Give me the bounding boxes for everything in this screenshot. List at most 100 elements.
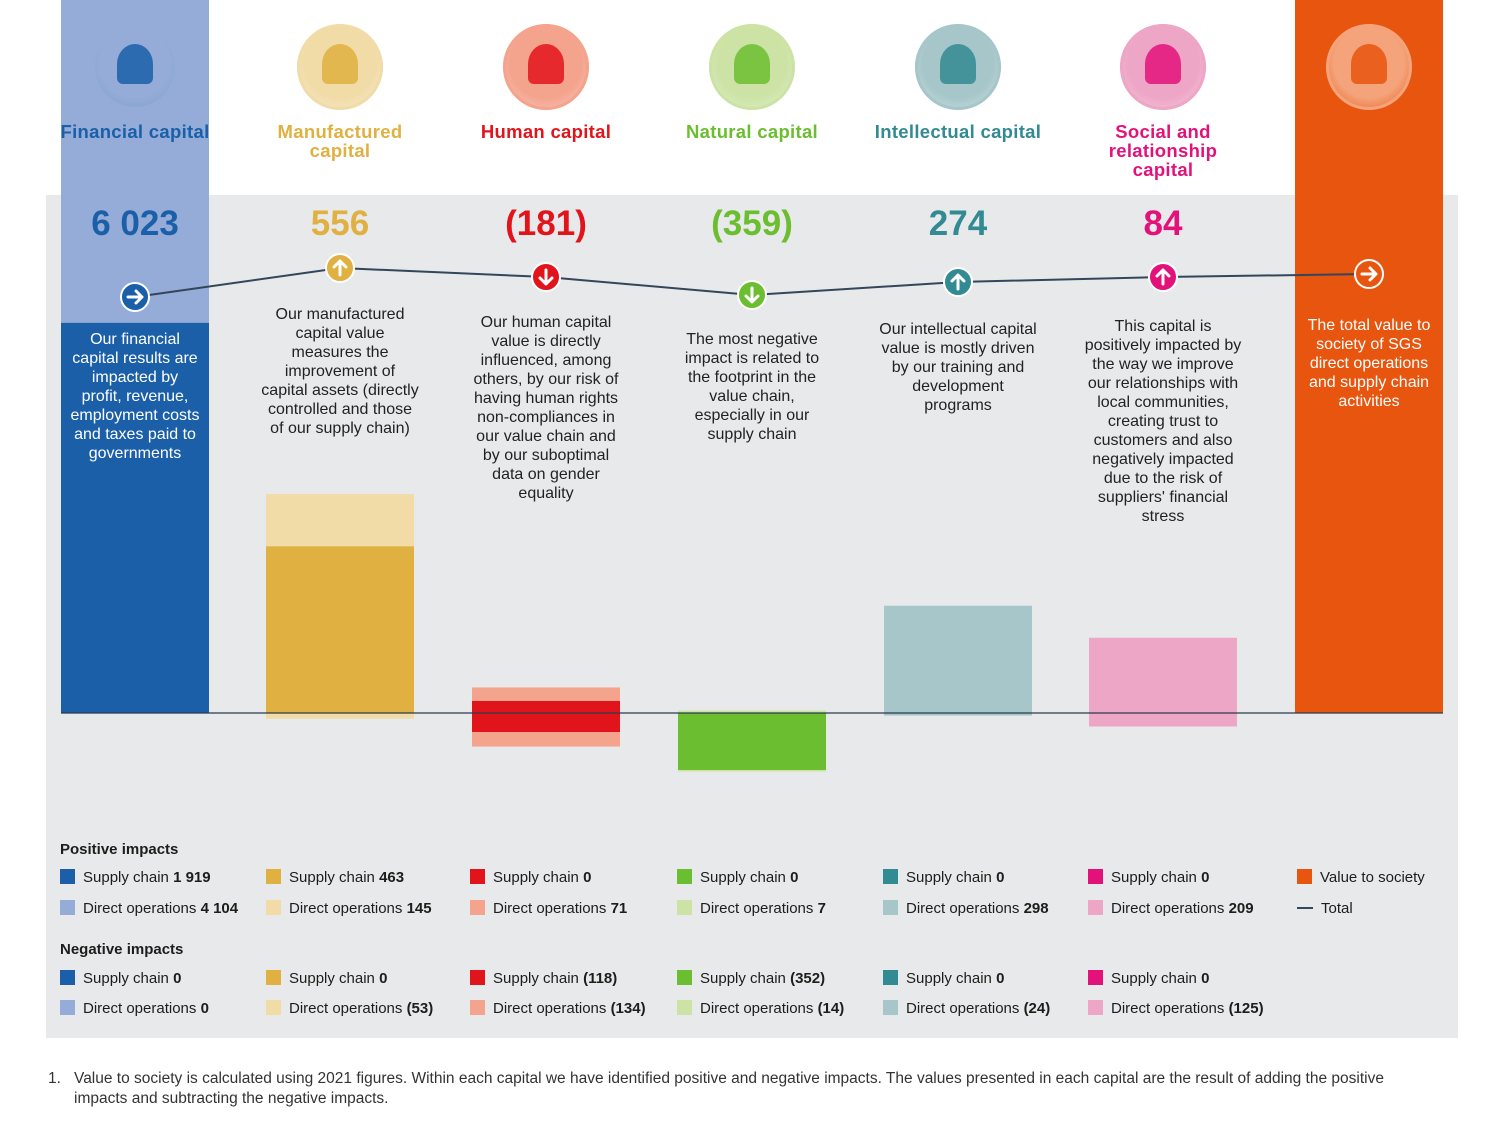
arrow-glyph-icon xyxy=(950,273,966,291)
lightbulb-icon xyxy=(915,24,1001,110)
footnote-number: 1. xyxy=(48,1070,61,1087)
legend-swatch xyxy=(60,970,75,985)
capital-total-human: (181) xyxy=(505,204,587,243)
arrow-glyph-icon xyxy=(538,268,554,286)
bar-social-positive-direct-operations xyxy=(1089,637,1237,713)
legend-social-legend_pos-direct-operations: Direct operations 209 xyxy=(1088,900,1254,918)
capital-total-natural: (359) xyxy=(711,204,793,243)
lightbulb-glyph-icon xyxy=(940,44,976,84)
legend-swatch xyxy=(1088,970,1103,985)
legend-swatch xyxy=(677,970,692,985)
legend-swatch xyxy=(470,970,485,985)
arrow-glyph-icon xyxy=(126,289,144,305)
capital-description-human: Our human capital value is directly infl… xyxy=(473,314,619,502)
legend-financial-legend_pos-supply-chain: Supply chain 1 919 xyxy=(60,869,211,887)
wind-turbine-glyph-icon xyxy=(734,44,770,84)
legend-swatch xyxy=(677,869,692,884)
legend-natural-legend_neg-supply-chain: Supply chain (352) xyxy=(677,970,825,988)
legend-swatch xyxy=(1088,1000,1103,1015)
bar-natural-negative-supply-chain xyxy=(678,713,826,771)
legend-negative-title: Negative impacts xyxy=(60,941,184,958)
bar-social-negative-direct-operations xyxy=(1089,713,1237,727)
legend-swatch xyxy=(266,1000,281,1015)
legend-intellectual-legend_neg-supply-chain: Supply chain 0 xyxy=(883,970,1004,988)
handshake-person-icon xyxy=(1120,24,1206,110)
legend-swatch xyxy=(60,869,75,884)
bar-manufactured-negative-direct-operations xyxy=(266,713,414,719)
capital-description-financial: Our financial capital results are impact… xyxy=(70,331,200,462)
person-glyph-icon xyxy=(528,44,564,84)
legend-swatch xyxy=(60,900,75,915)
capital-name-intellectual: Intellectual capital xyxy=(874,121,1042,142)
icon-collage-ring-icon xyxy=(1326,24,1412,110)
legend-swatch xyxy=(677,1000,692,1015)
bar-financial-supply-chain xyxy=(61,322,209,713)
dollar-pin-glyph-icon xyxy=(117,44,153,84)
legend-swatch xyxy=(266,970,281,985)
legend-intellectual-legend_neg-direct-operations: Direct operations (24) xyxy=(883,1000,1050,1018)
wind-turbine-icon xyxy=(709,24,795,110)
capital-name-society: Value to society xyxy=(1296,121,1442,142)
person-icon xyxy=(503,24,589,110)
capital-total-manufactured: 556 xyxy=(310,204,370,243)
capital-name-manufactured: Manufactured capital xyxy=(277,121,403,161)
icon-collage-ring-glyph-icon xyxy=(1351,44,1387,84)
legend-social-legend_neg-supply-chain: Supply chain 0 xyxy=(1088,970,1209,988)
legend-line-swatch xyxy=(1297,907,1313,909)
arrow-glyph-icon xyxy=(744,286,760,304)
bar-human-negative-direct-operations xyxy=(472,732,620,747)
bar-manufactured-positive-direct-operations xyxy=(266,494,414,547)
legend-swatch xyxy=(266,869,281,884)
arrow-glyph-icon xyxy=(332,259,348,277)
capital-name-natural: Natural capital xyxy=(686,121,818,142)
legend-social-legend_pos-supply-chain: Supply chain 0 xyxy=(1088,869,1209,887)
dollar-pin-icon xyxy=(92,24,178,110)
capital-total-social: 84 xyxy=(1143,204,1183,243)
bar-manufactured-positive-supply-chain xyxy=(266,546,414,713)
capital-total-financial: 6 023 xyxy=(91,204,179,243)
legend-positive-title: Positive impacts xyxy=(60,841,179,858)
legend-swatch xyxy=(883,1000,898,1015)
legend-manufactured-legend_neg-supply-chain: Supply chain 0 xyxy=(266,970,387,988)
bar-natural-positive-direct-operations xyxy=(678,710,826,713)
footnote-text: Value to society is calculated using 202… xyxy=(74,1070,1384,1107)
robot-arm-icon xyxy=(297,24,383,110)
legend-swatch xyxy=(883,970,898,985)
legend-value-to-society: Value to society xyxy=(1297,869,1425,887)
legend-human-legend_pos-supply-chain: Supply chain 0 xyxy=(470,869,591,887)
legend-manufactured-legend_pos-supply-chain: Supply chain 463 xyxy=(266,869,404,887)
legend-swatch xyxy=(266,900,281,915)
legend-natural-legend_neg-direct-operations: Direct operations (14) xyxy=(677,1000,844,1018)
capital-description-society: The total value to society of SGS direct… xyxy=(1307,317,1431,410)
legend-human-legend_neg-direct-operations: Direct operations (134) xyxy=(470,1000,646,1018)
legend-manufactured-legend_neg-direct-operations: Direct operations (53) xyxy=(266,1000,433,1018)
footnote: 1. Value to society is calculated using … xyxy=(48,1069,1428,1109)
legend-swatch xyxy=(883,869,898,884)
capital-description-social: This capital is positively impacted by t… xyxy=(1084,318,1242,525)
handshake-person-glyph-icon xyxy=(1145,44,1181,84)
legend-natural-legend_pos-supply-chain: Supply chain 0 xyxy=(677,869,798,887)
legend-swatch xyxy=(883,900,898,915)
legend-swatch xyxy=(1088,869,1103,884)
capital-name-human: Human capital xyxy=(480,121,612,142)
legend-swatch xyxy=(60,1000,75,1015)
robot-arm-glyph-icon xyxy=(322,44,358,84)
legend-total: Total xyxy=(1297,900,1353,918)
capital-name-financial: Financial capital xyxy=(60,121,210,142)
legend-swatch xyxy=(470,1000,485,1015)
legend-social-legend_neg-direct-operations: Direct operations (125) xyxy=(1088,1000,1264,1018)
legend-financial-legend_neg-direct-operations: Direct operations 0 xyxy=(60,1000,209,1018)
legend-natural-legend_pos-direct-operations: Direct operations 7 xyxy=(677,900,826,918)
legend-human-legend_neg-supply-chain: Supply chain (118) xyxy=(470,970,617,988)
legend-financial-legend_neg-supply-chain: Supply chain 0 xyxy=(60,970,181,988)
legend-manufactured-legend_pos-direct-operations: Direct operations 145 xyxy=(266,900,432,918)
legend-human-legend_pos-direct-operations: Direct operations 71 xyxy=(470,900,627,918)
legend-intellectual-legend_pos-supply-chain: Supply chain 0 xyxy=(883,869,1004,887)
capital-total-intellectual: 274 xyxy=(928,204,988,243)
legend-swatch xyxy=(1088,900,1103,915)
arrow-glyph-icon xyxy=(1360,266,1378,282)
legend-swatch xyxy=(1297,869,1312,884)
capital-description-natural: The most negative impact is related to t… xyxy=(684,331,820,443)
legend-financial-legend_pos-direct-operations: Direct operations 4 104 xyxy=(60,900,238,918)
